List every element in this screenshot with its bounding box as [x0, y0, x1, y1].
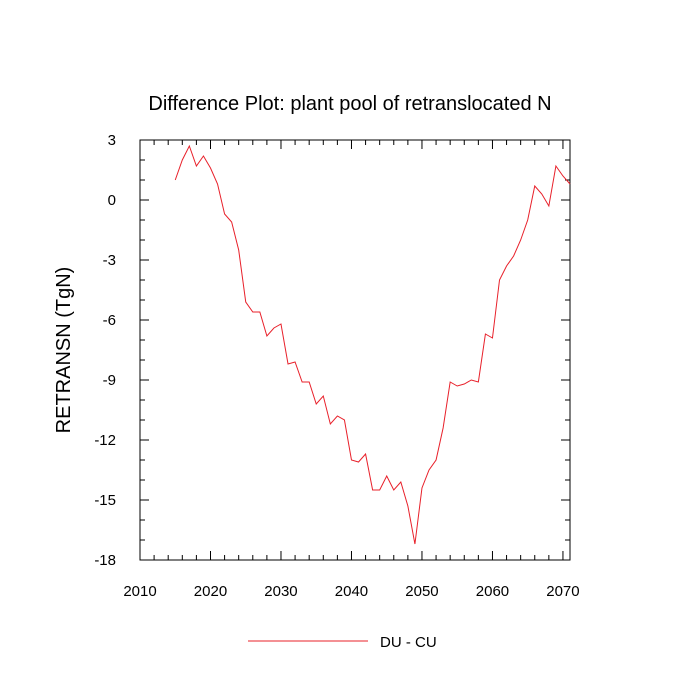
x-tick-label: 2060: [476, 583, 509, 600]
x-axis: 2010 2020 2030 2040 2050 2060 2070: [123, 140, 580, 600]
legend-label-du-cu: DU - CU: [380, 634, 437, 651]
y-tick-label: -3: [103, 252, 116, 269]
y-axis-label: RETRANSN (TgN): [53, 267, 75, 434]
x-tick-label: 2050: [405, 583, 438, 600]
legend: DU - CU: [248, 634, 437, 651]
y-tick-label: 0: [108, 192, 116, 209]
plot-area: [139, 139, 571, 561]
y-tick-label: -18: [94, 552, 116, 569]
x-tick-label: 2040: [335, 583, 368, 600]
series-layer: [174, 144, 571, 545]
x-tick-label: 2020: [194, 583, 227, 600]
x-tick-label: 2010: [123, 583, 156, 600]
x-tick-label: 2030: [264, 583, 297, 600]
plot-frame: [139, 139, 571, 561]
y-tick-label: -9: [103, 372, 116, 389]
y-axis: 3 0 -3 -6 -9 -12 -15 -18: [94, 132, 570, 569]
y-tick-label: -15: [94, 492, 116, 509]
x-tick-label: 2070: [546, 583, 579, 600]
y-tick-label: -6: [103, 312, 116, 329]
chart-title: Difference Plot: plant pool of retranslo…: [148, 93, 551, 115]
y-tick-label: -12: [94, 432, 116, 449]
series-line-du-cu: [174, 144, 571, 545]
y-tick-label: 3: [108, 132, 116, 149]
